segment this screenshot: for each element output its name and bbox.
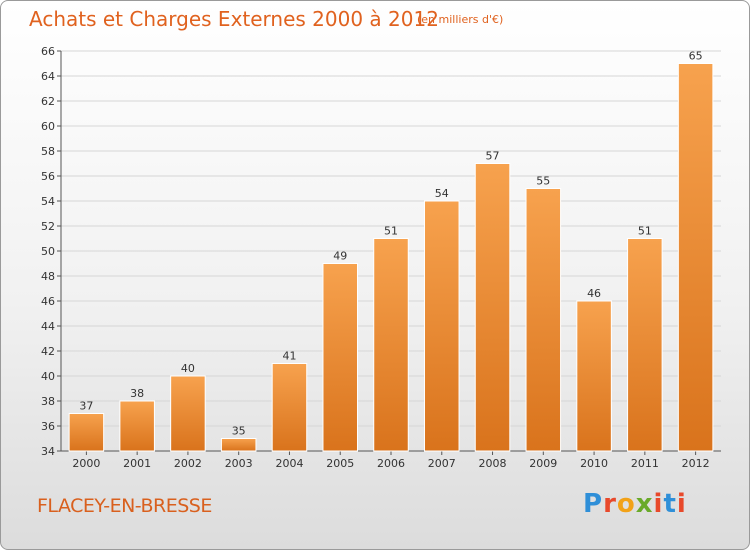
x-tick-label-2004: 2004 bbox=[275, 457, 303, 470]
value-label-2006: 51 bbox=[384, 225, 398, 238]
chart-title: Achats et Charges Externes 2000 à 2012 bbox=[29, 7, 439, 31]
bar-2001 bbox=[119, 400, 155, 452]
value-label-2004: 41 bbox=[282, 350, 296, 363]
value-label-2000: 37 bbox=[79, 400, 93, 413]
y-tick-label: 48 bbox=[41, 270, 55, 283]
x-tick-label-2003: 2003 bbox=[225, 457, 253, 470]
y-tick-label: 60 bbox=[41, 120, 55, 133]
y-tick-label: 42 bbox=[41, 345, 55, 358]
bar-2010 bbox=[576, 300, 612, 452]
y-tick-label: 50 bbox=[41, 245, 55, 258]
bars bbox=[68, 63, 714, 452]
bar-2005 bbox=[322, 263, 358, 452]
proxiti-logo[interactable]: Proxiti bbox=[583, 489, 687, 519]
x-tick-label-2000: 2000 bbox=[72, 457, 100, 470]
bar-2003 bbox=[220, 438, 257, 452]
bar-2009 bbox=[525, 188, 562, 452]
value-label-2007: 54 bbox=[435, 187, 449, 200]
chart-unit: (en milliers d'€) bbox=[417, 13, 504, 26]
x-tick-label-2005: 2005 bbox=[326, 457, 354, 470]
value-label-2001: 38 bbox=[130, 387, 144, 400]
y-tick-label: 58 bbox=[41, 145, 55, 158]
y-tick-label: 56 bbox=[41, 170, 55, 183]
value-label-2011: 51 bbox=[638, 225, 652, 238]
y-tick-label: 36 bbox=[41, 420, 55, 433]
x-tick-label-2010: 2010 bbox=[580, 457, 608, 470]
value-label-2002: 40 bbox=[181, 362, 195, 375]
x-tick-label-2009: 2009 bbox=[529, 457, 557, 470]
value-label-2010: 46 bbox=[587, 287, 601, 300]
bar-2011 bbox=[627, 238, 663, 452]
x-tick-label-2001: 2001 bbox=[123, 457, 151, 470]
y-tick-label: 38 bbox=[41, 395, 55, 408]
x-tick-label-2011: 2011 bbox=[631, 457, 659, 470]
value-label-2009: 55 bbox=[536, 175, 550, 188]
y-tick-label: 64 bbox=[41, 70, 55, 83]
value-label-2012: 65 bbox=[689, 50, 703, 63]
labels: 34 36 38 40 42 44 46 48 50 52 54 56 58 60 62 64 66 37 2000… bbox=[41, 45, 710, 470]
bar-2007 bbox=[424, 200, 460, 452]
y-tick-label: 44 bbox=[41, 320, 55, 333]
y-tick-label: 54 bbox=[41, 195, 55, 208]
bar-2008 bbox=[474, 163, 511, 452]
commune-name: FLACEY-EN-BRESSE bbox=[37, 495, 212, 517]
y-tick-label: 66 bbox=[41, 45, 55, 58]
x-tick-label-2006: 2006 bbox=[377, 457, 405, 470]
y-tick-label: 62 bbox=[41, 95, 55, 108]
y-tick-label: 52 bbox=[41, 220, 55, 233]
value-label-2008: 57 bbox=[486, 150, 500, 163]
bar-2012 bbox=[677, 63, 714, 452]
x-tick-label-2012: 2012 bbox=[682, 457, 710, 470]
bar-2004 bbox=[271, 363, 308, 452]
y-tick-label: 46 bbox=[41, 295, 55, 308]
value-label-2005: 49 bbox=[333, 250, 347, 263]
y-tick-label: 34 bbox=[41, 445, 55, 458]
x-tick-label-2002: 2002 bbox=[174, 457, 202, 470]
y-tick-label: 40 bbox=[41, 370, 55, 383]
bar-2006 bbox=[373, 238, 409, 452]
value-label-2003: 35 bbox=[232, 425, 246, 438]
x-tick-label-2008: 2008 bbox=[479, 457, 507, 470]
x-tick-label-2007: 2007 bbox=[428, 457, 456, 470]
bar-2002 bbox=[170, 375, 206, 452]
bar-2000 bbox=[68, 413, 105, 452]
